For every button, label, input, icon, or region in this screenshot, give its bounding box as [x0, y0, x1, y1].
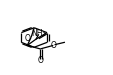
Text: O: O — [51, 40, 56, 50]
Text: O: O — [37, 56, 43, 65]
Text: NH₂: NH₂ — [31, 29, 45, 38]
Text: O: O — [25, 34, 31, 43]
